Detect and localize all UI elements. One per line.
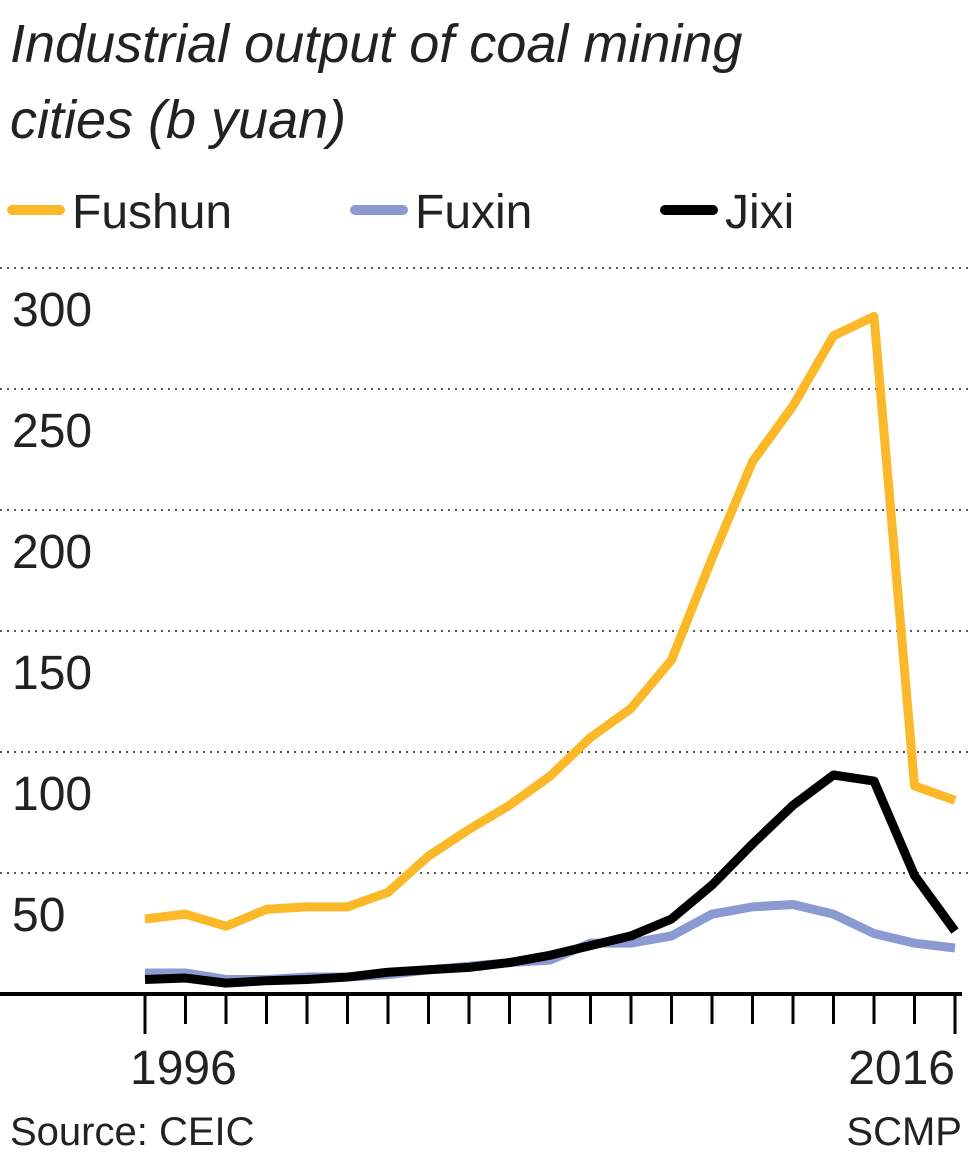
y-tick-label: 150	[12, 647, 92, 700]
legend-label: Jixi	[725, 186, 794, 239]
y-tick-label: 200	[12, 526, 92, 579]
source: Source: CEIC	[10, 1110, 255, 1154]
legend-label: Fuxin	[415, 186, 532, 239]
series-line	[144, 311, 957, 931]
legend-label: Fushun	[72, 186, 232, 239]
credit: SCMP	[846, 1110, 962, 1154]
chart-title: Industrial output of coal mining	[10, 14, 742, 74]
y-tick-label: 250	[12, 405, 92, 458]
y-tick-label: 50	[12, 889, 65, 942]
x-tick-label: 1996	[130, 1042, 237, 1095]
series-line	[145, 899, 956, 984]
x-tick-label: 2016	[848, 1042, 955, 1095]
y-tick-label: 300	[12, 284, 92, 337]
y-tick-label: 100	[12, 768, 92, 821]
chart-title: cities (b yuan)	[10, 90, 346, 150]
series-line	[144, 770, 959, 988]
